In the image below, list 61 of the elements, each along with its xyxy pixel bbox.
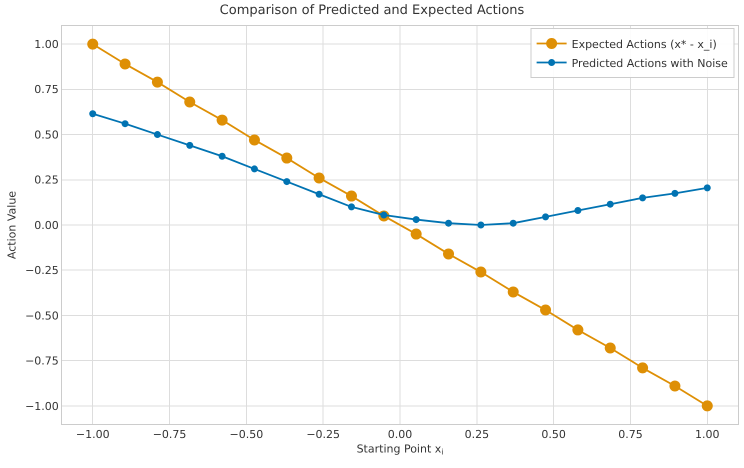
point <box>574 207 582 214</box>
point <box>186 142 194 149</box>
y-tick-label: 0.75 <box>34 83 59 96</box>
y-tick-label: 0.00 <box>34 218 59 232</box>
point <box>218 152 226 160</box>
y-tick-label: −1.00 <box>25 400 59 413</box>
point <box>637 362 648 374</box>
point <box>250 165 258 172</box>
point <box>346 190 357 202</box>
point <box>283 178 290 186</box>
point <box>510 220 517 227</box>
point <box>120 58 131 70</box>
point <box>216 114 228 126</box>
legend-label: Predicted Actions with Noise <box>572 56 728 70</box>
x-tick-label: −0.75 <box>152 428 186 442</box>
x-tick-label: 0.25 <box>464 428 490 442</box>
x-tick-label: 0.75 <box>618 428 643 442</box>
point <box>508 286 519 298</box>
point <box>572 324 584 336</box>
x-tick-label: 1.00 <box>695 428 720 442</box>
point <box>281 152 292 164</box>
point <box>639 194 646 202</box>
y-tick-label: −0.25 <box>25 264 59 278</box>
point <box>87 38 98 50</box>
chart-title: Comparison of Predicted and Expected Actions <box>220 2 525 18</box>
y-tick-label: −0.50 <box>25 309 59 322</box>
y-tick-label: 0.50 <box>34 128 59 142</box>
point <box>154 131 161 138</box>
y-axis-title: Action Value <box>6 190 19 260</box>
point <box>184 96 196 108</box>
y-tick-label: 1.00 <box>34 38 59 51</box>
point <box>702 400 713 412</box>
y-tick-label: −0.75 <box>25 354 59 368</box>
point <box>704 184 711 192</box>
point <box>122 120 129 128</box>
point <box>540 304 552 316</box>
point <box>604 342 616 354</box>
x-tick-label: 0.00 <box>388 428 412 442</box>
point <box>89 110 96 118</box>
x-tick-label: 0.50 <box>541 428 566 442</box>
point <box>606 200 614 208</box>
x-tick-label: −0.50 <box>230 428 264 442</box>
y-tick-label: 0.25 <box>34 174 59 187</box>
x-tick-label: −1.00 <box>76 428 110 442</box>
point <box>314 172 325 184</box>
x-tick-label: −0.25 <box>306 428 340 442</box>
point <box>671 190 678 197</box>
point <box>152 76 163 88</box>
point <box>477 222 484 228</box>
point <box>542 213 550 220</box>
legend-label: Expected Actions (x* - x_i) <box>572 38 717 51</box>
point <box>443 248 454 260</box>
point <box>316 190 323 198</box>
point <box>348 203 355 210</box>
point <box>248 134 260 146</box>
point <box>475 266 486 278</box>
x-axis-title: Starting Point x$_{i}$ <box>356 442 444 457</box>
point <box>445 220 452 227</box>
point <box>410 228 422 240</box>
point <box>412 216 420 224</box>
point <box>669 380 680 392</box>
